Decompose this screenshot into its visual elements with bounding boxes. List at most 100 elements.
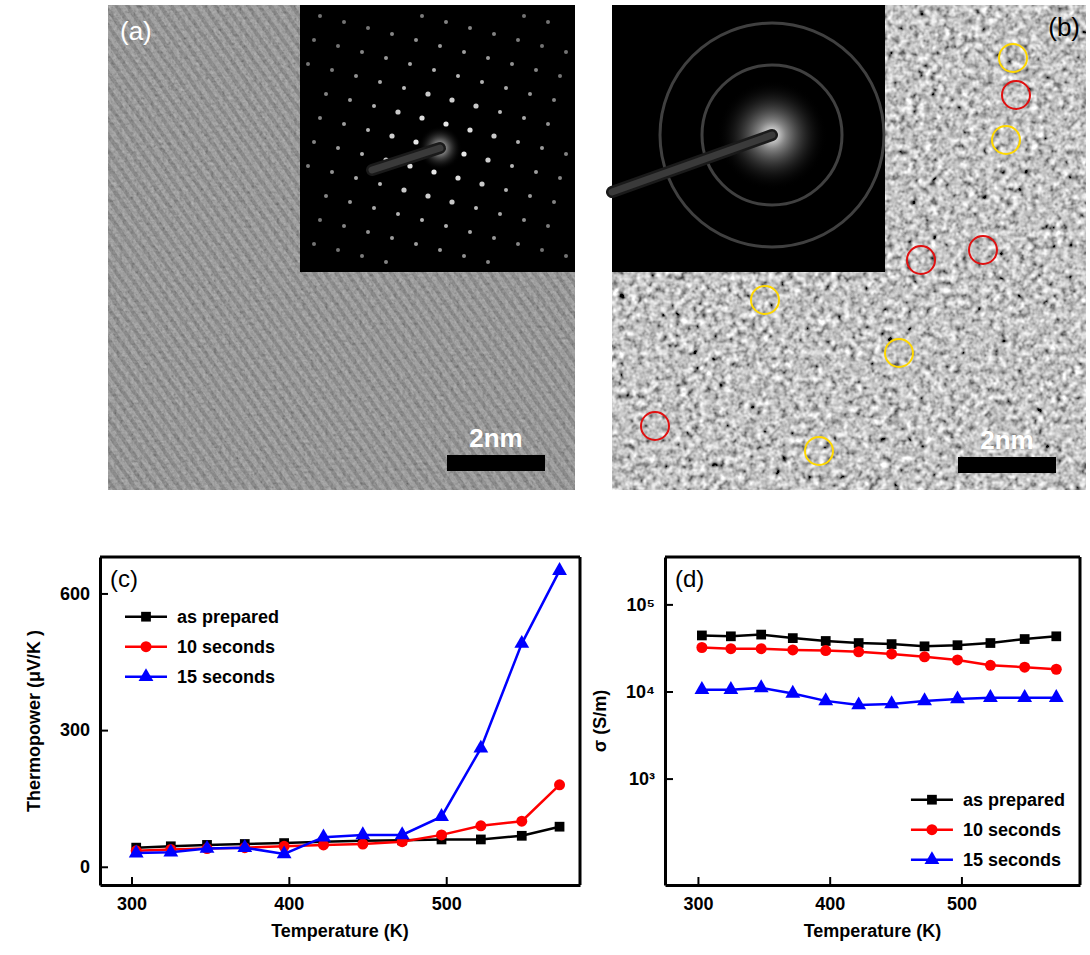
diffraction-spot: [438, 44, 442, 48]
diffraction-spot: [462, 50, 466, 54]
legend-marker: [925, 851, 940, 864]
diffraction-spot: [564, 152, 568, 156]
data-point: [316, 829, 331, 842]
diffraction-spot: [528, 194, 532, 198]
diffraction-spot: [336, 44, 340, 48]
diffraction-spot: [522, 116, 526, 120]
tick-mark: [100, 593, 108, 595]
diffraction-spot: [378, 182, 382, 186]
tick-mark: [665, 778, 673, 780]
tick: 10³: [629, 769, 673, 789]
highlight-circle: [992, 126, 1020, 154]
tem-image: [612, 5, 1086, 490]
legend-entry: as prepared: [125, 607, 279, 627]
data-point: [476, 835, 486, 845]
chart: 30040050010³10⁴10⁵(d)Temperature (K)σ (S…: [590, 557, 1080, 941]
diffraction-spot: [384, 260, 388, 264]
tick: 10⁴: [626, 682, 673, 702]
tick: 10⁵: [627, 595, 673, 615]
tem-panel: (b)2nm: [612, 5, 1086, 490]
diffraction-spot: [564, 50, 568, 54]
legend-marker: [141, 641, 152, 652]
data-point: [1051, 631, 1061, 641]
x-axis: 300 400 500: [101, 877, 581, 914]
tick-mark: [665, 604, 673, 606]
series-line: [702, 635, 1056, 647]
diffraction-spot: [413, 139, 418, 144]
tick-mark: [446, 877, 448, 885]
diffraction-spot: [414, 242, 418, 246]
tick: 300: [683, 877, 713, 914]
diffraction-spot: [360, 254, 364, 258]
frame: [579, 557, 582, 885]
tem-noise: [108, 5, 575, 490]
highlight-circle: [885, 339, 913, 367]
y-axis: 0300600: [60, 558, 108, 886]
diffraction-spot: [467, 127, 472, 132]
diffraction-spot: [408, 62, 412, 66]
data-point: [820, 645, 831, 656]
diffraction-spot: [461, 151, 466, 156]
diffraction-spot: [324, 194, 328, 198]
tick: 0: [80, 857, 108, 877]
legend-label: as prepared: [963, 790, 1065, 810]
panel-label: (a): [120, 16, 152, 46]
data-point: [1017, 689, 1032, 702]
highlight-circle: [751, 286, 779, 314]
y-axis: 10³ 10⁴ 10⁵: [626, 558, 673, 886]
y-axis-title: Thermopower (μV/K ): [24, 630, 44, 812]
series-line: [136, 785, 559, 851]
diffraction-spot: [491, 133, 496, 138]
data-point: [434, 808, 449, 821]
highlight-circle: [999, 44, 1027, 72]
legend-label: as prepared: [177, 607, 279, 627]
frame: [1079, 557, 1082, 885]
data-point: [917, 692, 932, 705]
diffraction-spot: [455, 175, 460, 180]
diffraction-spot: [516, 38, 520, 42]
legend-entry: as prepared: [911, 790, 1065, 810]
tick: 300: [117, 877, 147, 914]
data-point: [787, 644, 798, 655]
data-point: [884, 695, 899, 708]
diffraction-spot: [438, 248, 442, 252]
data-point: [983, 689, 998, 702]
data-point: [985, 660, 996, 671]
tick-label: 0: [80, 857, 90, 877]
diffraction-spot: [486, 260, 490, 264]
diffraction-spot: [486, 56, 490, 60]
data-point: [237, 839, 252, 852]
legend-label: 10 seconds: [177, 637, 275, 657]
diffraction-spot: [498, 212, 502, 216]
diffraction-spot: [395, 109, 400, 114]
data-point: [129, 845, 144, 858]
panel-label: (d): [675, 565, 704, 592]
data-point: [555, 822, 565, 832]
data-point: [1049, 689, 1064, 702]
tick: 400: [815, 877, 845, 914]
diffraction-spot: [366, 26, 370, 30]
data-point: [851, 696, 866, 709]
legend-marker: [141, 612, 151, 622]
diffraction-spot: [366, 230, 370, 234]
tick-label: 300: [60, 720, 90, 740]
tem-panel: (a)2nm: [108, 5, 575, 490]
data-point: [694, 681, 709, 694]
diffraction-spot: [425, 91, 430, 96]
scale-bar: [447, 455, 545, 471]
data-point: [552, 562, 567, 575]
data-point: [395, 826, 410, 839]
data-point: [919, 651, 930, 662]
diffraction-spot: [342, 122, 346, 126]
tick-label: 300: [117, 894, 147, 914]
data-point: [821, 636, 831, 646]
highlight-circle: [907, 246, 935, 274]
tick: 500: [432, 877, 462, 914]
diffraction-spot: [444, 224, 448, 228]
tick: 400: [274, 877, 304, 914]
data-point: [950, 690, 965, 703]
diffraction-spot: [402, 86, 406, 90]
tick-label: 500: [947, 894, 977, 914]
highlight-circle: [805, 437, 833, 465]
chart: 3004005000300600(c)Temperature (K)Thermo…: [24, 557, 581, 941]
